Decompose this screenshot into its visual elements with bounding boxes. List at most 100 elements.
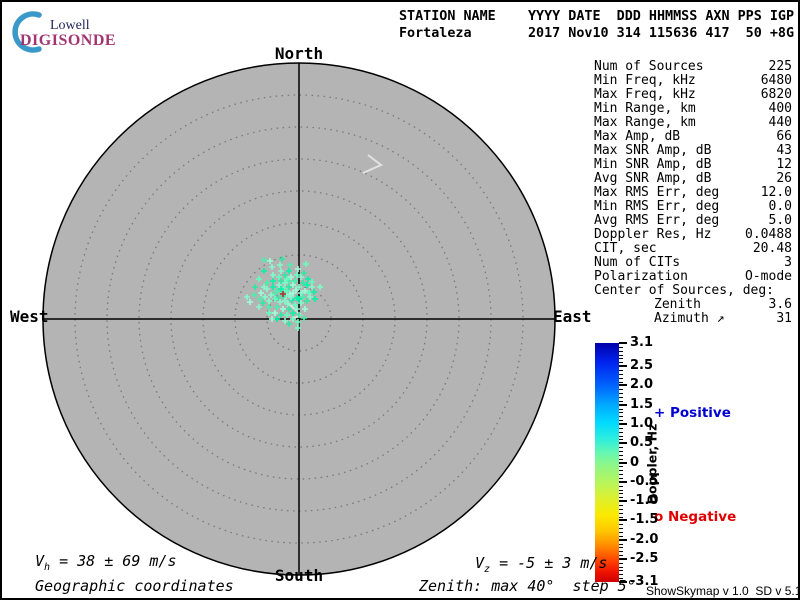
source-point [258,290,264,296]
colorbar-major-tick [619,365,627,368]
colorbar-minor-tick [619,551,623,553]
source-point [261,257,267,263]
source-point [271,291,277,297]
colorbar-major-tick [619,403,627,406]
source-point [274,288,280,294]
param-value: 0.0488 [745,227,792,242]
source-point [256,276,262,282]
colorbar-minor-tick [619,389,623,391]
colorbar-tick-label: -2.0 [630,531,659,547]
param-row: Num of CITs 3 [594,256,792,270]
vz-subscript: z [484,564,491,575]
doppler-colorbar [595,343,619,582]
colorbar-minor-tick [619,350,623,352]
param-label: Zenith [654,297,701,312]
colorbar-minor-tick [619,508,623,510]
source-point [311,289,317,295]
source-point [296,312,302,318]
positive-doppler-legend: + Positive [654,405,731,421]
param-label: Avg SNR Amp, dB [594,171,712,186]
logo-lowell-text: Lowell [50,18,90,33]
colorbar-tick-label: -2.5 [630,550,659,566]
colorbar-minor-tick [619,470,623,472]
colorbar-major-tick [619,461,627,464]
source-point [266,298,272,304]
source-point [247,299,253,305]
source-point [307,294,313,300]
colorbar-minor-tick [619,354,623,356]
source-point [302,306,308,312]
source-point [304,298,310,304]
vh-symbol: V [35,552,45,570]
param-label: Max Amp, dB [594,129,681,144]
colorbar-minor-tick [619,397,623,398]
param-value: 3 [784,255,792,270]
station-header-values: Fortaleza 2017 Nov10 314 115636 417 50 +… [399,26,795,41]
source-point [286,306,292,312]
param-value: 225 [768,59,792,74]
param-row: Azimuth ↗ 31 [594,312,792,326]
params-list: Num of Sources 225 Min Freq, kHz 6480 Max Fr… [594,60,792,326]
colorbar-major-tick [619,519,627,522]
source-point [309,279,315,285]
source-point [294,306,300,312]
source-point [279,256,285,262]
source-point [257,296,263,302]
colorbar-tick-label: 1.5 [630,396,654,412]
param-label: Doppler Res, Hz [594,227,712,242]
param-row: CIT, sec 20.48 [594,242,792,256]
source-point [276,274,282,280]
source-point [301,315,307,321]
source-point [286,321,292,327]
source-point [286,284,292,290]
colorbar-major-tick [619,538,627,541]
source-point [244,294,250,300]
source-point [278,278,284,284]
colorbar-tick-label: 2.5 [630,358,654,374]
source-point [268,292,274,298]
param-value: 66 [776,129,792,144]
source-point [292,278,298,284]
source-point [298,290,304,296]
colorbar-minor-tick [619,450,623,452]
colorbar-minor-tick [619,458,623,460]
colorbar-minor-tick [619,535,623,537]
source-point [256,304,262,310]
source-point [269,316,275,322]
source-point [270,278,276,284]
param-value: 440 [768,115,792,130]
param-label: Max Freq, kHz [594,87,696,102]
source-point [312,296,318,302]
source-point [288,294,294,300]
colorbar-minor-tick [619,420,623,422]
colorbar-minor-tick [619,528,623,529]
source-point [288,274,294,280]
source-point [281,285,287,291]
param-label: Min SNR Amp, dB [594,157,712,172]
negative-doppler-legend: o Negative [654,509,737,525]
source-point [266,304,272,310]
source-point [298,300,304,306]
source-point [285,301,291,307]
source-point [278,312,284,318]
colorbar-major-tick [619,442,627,445]
param-label: Max RMS Err, deg [594,185,720,200]
source-point [284,312,290,318]
colorbar-minor-tick [619,377,623,379]
source-point [270,284,276,290]
colorbar-tick-label: 0 [630,454,640,470]
source-point [294,272,300,278]
colorbar-tick-label: -3.1 [630,574,659,589]
colorbar-minor-tick [619,566,623,568]
coordinate-system-label: Geographic coordinates [35,577,234,595]
source-point [296,284,302,290]
colorbar-minor-tick [619,497,623,499]
colorbar-major-tick [619,581,627,583]
param-value: 31 [776,311,792,326]
vh-subscript: h [44,562,51,573]
source-point [269,264,275,270]
colorbar-minor-tick [619,547,623,549]
param-value: O-mode [745,269,792,284]
source-point [296,296,302,302]
source-point [295,325,301,331]
